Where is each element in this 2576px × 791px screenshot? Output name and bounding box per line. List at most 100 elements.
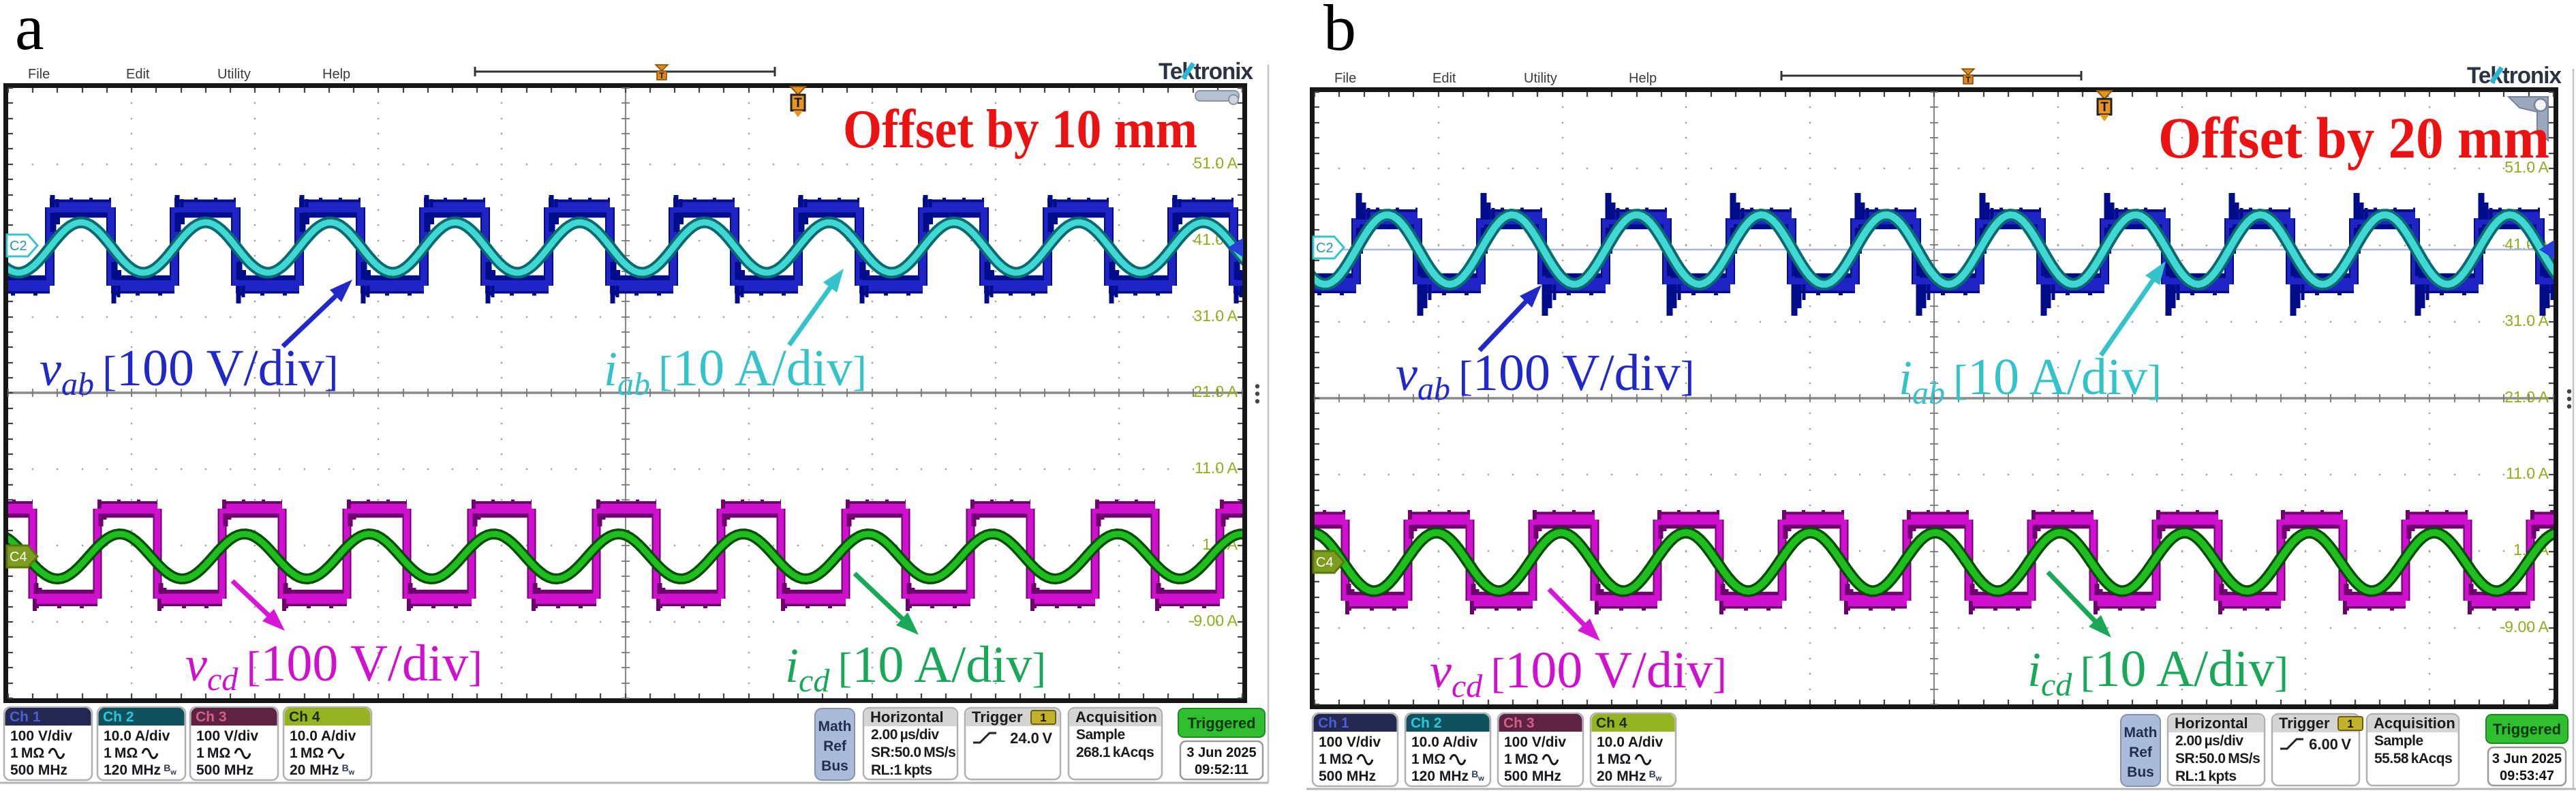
svg-text:SR:50.0 MS/s: SR:50.0 MS/s	[871, 745, 955, 760]
svg-text:Sample: Sample	[2374, 733, 2423, 749]
svg-text:268.1 kAcqs: 268.1 kAcqs	[1076, 745, 1154, 760]
svg-text:Utility: Utility	[217, 67, 251, 82]
svg-text:Edit: Edit	[1432, 71, 1456, 86]
svg-text:-9.00 A: -9.00 A	[1189, 612, 1238, 629]
svg-text:Tektronix: Tektronix	[1159, 59, 1253, 85]
svg-text:11.0 A: 11.0 A	[2506, 464, 2549, 482]
svg-text:b: b	[1323, 0, 1356, 64]
svg-text:Horizontal: Horizontal	[2175, 715, 2248, 732]
svg-text:w: w	[1655, 775, 1662, 783]
svg-text:T: T	[659, 71, 664, 80]
svg-text:24.0 V: 24.0 V	[1010, 730, 1052, 747]
svg-text:Math: Math	[2124, 725, 2158, 741]
svg-text:Edit: Edit	[126, 67, 150, 82]
svg-text:Help: Help	[1629, 71, 1657, 86]
svg-text:w: w	[1477, 775, 1484, 783]
svg-text:RL:1 kpts: RL:1 kpts	[871, 762, 932, 778]
svg-text:500 MHz: 500 MHz	[1504, 768, 1561, 784]
svg-text:C2: C2	[10, 239, 27, 254]
svg-text:Sample: Sample	[1076, 727, 1125, 743]
svg-text:Offset by 10 mm: Offset by 10 mm	[843, 100, 1197, 160]
svg-text:Ref: Ref	[823, 738, 847, 754]
svg-text:1 MΩ: 1 MΩ	[196, 745, 230, 761]
svg-text:vab [100 V/div]: vab [100 V/div]	[40, 340, 338, 402]
svg-text:SR:50.0 MS/s: SR:50.0 MS/s	[2175, 751, 2260, 766]
svg-text:vab [100 V/div]: vab [100 V/div]	[1396, 344, 1694, 407]
svg-text:T: T	[794, 96, 802, 110]
svg-text:T: T	[2100, 100, 2109, 115]
svg-text:Trigger: Trigger	[972, 708, 1023, 726]
svg-text:09:53:47: 09:53:47	[2500, 768, 2554, 783]
svg-text:51.0 A: 51.0 A	[2504, 158, 2549, 176]
svg-text:Acquisition: Acquisition	[2374, 715, 2455, 732]
svg-text:iab [10 A/div]: iab [10 A/div]	[1899, 348, 2162, 411]
svg-text:6.00 V: 6.00 V	[2309, 736, 2351, 753]
svg-text:RL:1 kpts: RL:1 kpts	[2175, 768, 2237, 784]
svg-text:10.0 A/div: 10.0 A/div	[290, 728, 356, 744]
svg-text:1 MΩ: 1 MΩ	[104, 745, 138, 761]
svg-text:1 MΩ: 1 MΩ	[1319, 751, 1353, 767]
svg-text:icd [10 A/div]: icd [10 A/div]	[2027, 640, 2288, 703]
svg-text:10.0 A/div: 10.0 A/div	[1411, 734, 1478, 750]
svg-text:100 V/div: 100 V/div	[10, 728, 72, 744]
svg-text:C4: C4	[10, 550, 27, 565]
svg-text:Ch 2: Ch 2	[1411, 715, 1442, 731]
svg-text:2.00 µs/div: 2.00 µs/div	[871, 727, 939, 743]
svg-text:Trigger: Trigger	[2279, 715, 2330, 732]
svg-text:Utility: Utility	[1524, 71, 1557, 86]
svg-text:a: a	[15, 0, 44, 63]
svg-text:C2: C2	[1316, 241, 1334, 256]
svg-text:20 MHz: 20 MHz	[290, 762, 339, 778]
svg-text:C4: C4	[1316, 555, 1334, 570]
svg-text:3 Jun 2025: 3 Jun 2025	[2492, 751, 2562, 766]
svg-text:100 V/div: 100 V/div	[1504, 734, 1566, 750]
svg-text:-9.00 A: -9.00 A	[2500, 618, 2549, 636]
svg-text:Bus: Bus	[2127, 764, 2154, 780]
svg-text:1: 1	[2347, 717, 2353, 730]
svg-text:1 MΩ: 1 MΩ	[1411, 751, 1445, 767]
svg-text:w: w	[170, 768, 177, 777]
svg-text:11.0 A: 11.0 A	[1195, 459, 1238, 477]
svg-text:B: B	[342, 762, 349, 773]
svg-text:09:52:11: 09:52:11	[1195, 762, 1248, 777]
svg-text:500 MHz: 500 MHz	[1319, 768, 1376, 784]
svg-text:Ch 1: Ch 1	[1318, 715, 1349, 731]
svg-text:File: File	[1334, 71, 1356, 86]
svg-text:100 V/div: 100 V/div	[196, 728, 258, 744]
svg-text:Horizontal: Horizontal	[870, 708, 944, 726]
svg-text:vcd [100 V/div]: vcd [100 V/div]	[1430, 642, 1727, 704]
svg-text:Bus: Bus	[821, 758, 848, 774]
svg-text:1: 1	[1040, 711, 1046, 724]
svg-text:20 MHz: 20 MHz	[1597, 768, 1646, 784]
svg-text:1 MΩ: 1 MΩ	[10, 745, 44, 761]
svg-text:Offset by 20 mm: Offset by 20 mm	[2158, 105, 2549, 170]
svg-text:Tektronix: Tektronix	[2467, 63, 2562, 89]
svg-text:100 V/div: 100 V/div	[1319, 734, 1381, 750]
svg-text:500 MHz: 500 MHz	[10, 762, 67, 778]
svg-text:Math: Math	[818, 719, 852, 734]
svg-text:1 MΩ: 1 MΩ	[1504, 751, 1538, 767]
svg-text:File: File	[28, 67, 50, 82]
svg-text:31.0 A: 31.0 A	[1193, 307, 1238, 325]
svg-text:icd [10 A/div]: icd [10 A/div]	[785, 636, 1046, 699]
svg-text:Triggered: Triggered	[1187, 715, 1255, 732]
svg-text:Ch 4: Ch 4	[1596, 715, 1627, 731]
svg-text:Triggered: Triggered	[2493, 721, 2561, 738]
svg-text:Ch 4: Ch 4	[289, 709, 320, 725]
svg-text:10.0 A/div: 10.0 A/div	[1597, 734, 1663, 750]
svg-text:B: B	[1471, 768, 1478, 779]
svg-text:Ch 1: Ch 1	[10, 709, 41, 725]
svg-text:T: T	[1965, 75, 1971, 85]
svg-text:21.0 A: 21.0 A	[2504, 388, 2549, 406]
svg-text:Ch 3: Ch 3	[1503, 715, 1535, 731]
svg-text:Help: Help	[322, 67, 350, 82]
svg-text:Ch 3: Ch 3	[196, 709, 227, 725]
svg-text:3 Jun 2025: 3 Jun 2025	[1186, 745, 1256, 760]
svg-text:w: w	[348, 768, 355, 777]
svg-text:vcd [100 V/div]: vcd [100 V/div]	[185, 635, 482, 698]
svg-text:51.0 A: 51.0 A	[1193, 154, 1238, 172]
svg-text:Acquisition: Acquisition	[1075, 708, 1157, 726]
svg-text:B: B	[164, 762, 170, 773]
svg-text:10.0 A/div: 10.0 A/div	[104, 728, 170, 744]
svg-text:21.0 A: 21.0 A	[1193, 383, 1238, 400]
